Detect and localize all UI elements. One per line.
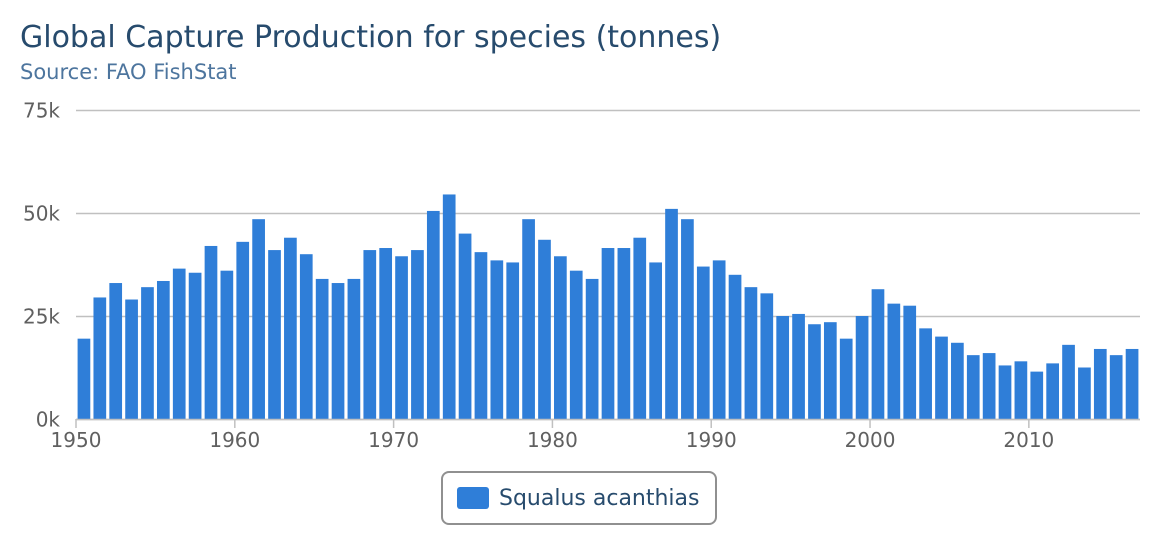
legend-label-squalus-acanthias: Squalus acanthias xyxy=(499,485,700,511)
x-tick-label: 2010 xyxy=(1003,428,1054,452)
bar-1999[interactable] xyxy=(855,316,869,419)
x-axis-ticks: 1950 1960 1970 1980 1990 2000 2010 xyxy=(51,418,1140,452)
bar-1988[interactable] xyxy=(681,219,694,419)
bar-1952[interactable] xyxy=(109,283,123,419)
bar-1972[interactable] xyxy=(426,210,440,419)
x-tick-label: 1990 xyxy=(686,428,737,452)
bar-1956[interactable] xyxy=(172,268,186,419)
bar-1992[interactable] xyxy=(744,287,758,419)
bar-1955[interactable] xyxy=(156,280,170,419)
bar-1964[interactable] xyxy=(299,254,313,419)
bar-1982[interactable] xyxy=(585,278,599,419)
bar-2009[interactable] xyxy=(1014,361,1028,419)
bar-1950[interactable] xyxy=(77,338,91,419)
bar-1957[interactable] xyxy=(188,272,202,419)
bar-2005[interactable] xyxy=(951,342,964,419)
y-tick-label: 0k xyxy=(36,408,61,432)
bar-1977[interactable] xyxy=(506,262,520,419)
bar-1962[interactable] xyxy=(268,250,281,419)
bar-1989[interactable] xyxy=(696,266,710,419)
bars xyxy=(77,194,1139,420)
bar-1961[interactable] xyxy=(252,219,265,419)
bar-1959[interactable] xyxy=(220,270,234,419)
bar-1985[interactable] xyxy=(633,237,647,419)
x-tick-label: 1960 xyxy=(209,428,260,452)
bar-2006[interactable] xyxy=(966,355,980,419)
bar-1996[interactable] xyxy=(808,324,821,419)
legend-swatch xyxy=(457,487,489,509)
bar-1995[interactable] xyxy=(792,313,805,419)
bar-1953[interactable] xyxy=(125,299,138,419)
bar-1998[interactable] xyxy=(839,338,853,419)
x-tick-label: 1970 xyxy=(368,428,419,452)
bar-1969[interactable] xyxy=(379,248,393,419)
bar-1980[interactable] xyxy=(554,256,567,419)
bar-1958[interactable] xyxy=(204,245,218,419)
bar-1954[interactable] xyxy=(141,287,154,419)
bar-2010[interactable] xyxy=(1030,371,1044,419)
bar-2014[interactable] xyxy=(1093,348,1107,419)
y-tick-label: 75k xyxy=(23,99,60,123)
bar-1974[interactable] xyxy=(458,233,472,419)
bar-1971[interactable] xyxy=(411,250,424,419)
bar-1984[interactable] xyxy=(617,248,631,419)
bar-1994[interactable] xyxy=(776,316,790,419)
bar-1960[interactable] xyxy=(236,241,250,419)
x-tick-label: 1950 xyxy=(51,428,102,452)
bar-2003[interactable] xyxy=(919,328,932,419)
x-tick-label: 2000 xyxy=(845,428,896,452)
bar-2008[interactable] xyxy=(998,365,1012,419)
legend[interactable]: Squalus acanthias xyxy=(441,471,717,525)
bar-1967[interactable] xyxy=(347,278,361,419)
y-axis-ticks: 0k 25k 50k 75k xyxy=(23,99,60,432)
bar-1978[interactable] xyxy=(522,219,535,419)
x-tick-label: 1980 xyxy=(527,428,578,452)
bar-2011[interactable] xyxy=(1046,363,1059,419)
bar-1986[interactable] xyxy=(649,262,662,419)
bar-1975[interactable] xyxy=(474,252,488,419)
bar-1966[interactable] xyxy=(331,283,345,419)
bar-1973[interactable] xyxy=(442,194,456,419)
chart-title: Global Capture Production for species (t… xyxy=(20,20,722,55)
bar-1983[interactable] xyxy=(601,248,615,419)
bar-1991[interactable] xyxy=(728,274,742,419)
bar-1968[interactable] xyxy=(363,250,377,419)
bar-2007[interactable] xyxy=(982,353,996,419)
bar-2015[interactable] xyxy=(1109,355,1123,419)
bar-1965[interactable] xyxy=(315,278,329,419)
bar-2000[interactable] xyxy=(871,289,885,419)
chart-subtitle: Source: FAO FishStat xyxy=(20,60,237,84)
y-tick-label: 25k xyxy=(23,305,60,329)
bar-2016[interactable] xyxy=(1125,348,1139,419)
bar-1976[interactable] xyxy=(490,260,504,419)
bar-2004[interactable] xyxy=(935,336,948,419)
bar-1970[interactable] xyxy=(395,256,408,419)
bar-1979[interactable] xyxy=(538,239,551,419)
bar-1997[interactable] xyxy=(823,322,837,419)
bar-1993[interactable] xyxy=(760,293,774,419)
bar-1963[interactable] xyxy=(284,237,297,419)
bar-2002[interactable] xyxy=(903,305,917,419)
bar-1987[interactable] xyxy=(665,208,678,419)
y-tick-label: 50k xyxy=(23,202,60,226)
bar-2013[interactable] xyxy=(1078,367,1091,420)
bar-1981[interactable] xyxy=(569,270,583,419)
bar-2012[interactable] xyxy=(1062,344,1075,419)
bar-1951[interactable] xyxy=(93,297,107,419)
bar-2001[interactable] xyxy=(887,303,901,419)
bar-1990[interactable] xyxy=(712,260,726,419)
